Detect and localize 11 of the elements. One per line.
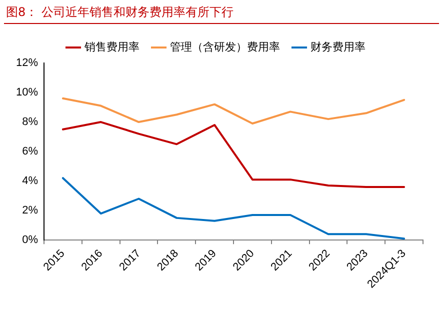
- y-tick-label: 4%: [22, 175, 38, 188]
- y-tick-label: 2%: [22, 204, 38, 217]
- y-tick-label: 0%: [22, 234, 38, 246]
- legend-label: 财务费用率: [310, 40, 366, 54]
- y-tick-label: 10%: [16, 86, 38, 99]
- y-tick-label: 6%: [22, 146, 38, 158]
- chart-title: 图8： 公司近年销售和财务费用率有所下行: [6, 4, 234, 21]
- legend-label: 管理（含研发）费用率: [170, 40, 280, 54]
- y-tick-label: 12%: [16, 57, 38, 70]
- legend-label: 销售费用率: [83, 40, 140, 54]
- y-tick-label: 8%: [22, 116, 38, 128]
